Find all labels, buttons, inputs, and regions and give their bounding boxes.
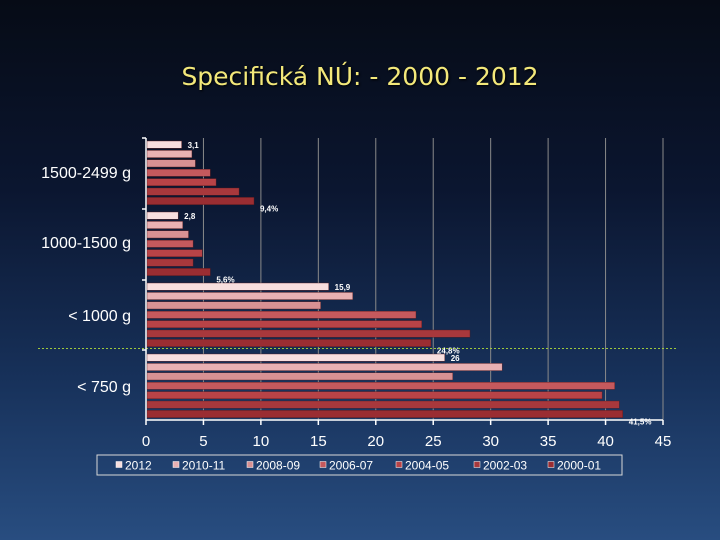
bar (146, 140, 182, 149)
x-tick-label: 0 (142, 433, 150, 450)
bar (146, 159, 196, 168)
legend-label: 2000-01 (557, 459, 601, 473)
slide-title: Specifická NÚ: - 2000 - 2012 (181, 62, 539, 91)
legend-swatch (172, 461, 180, 468)
bar (146, 382, 615, 390)
legend-swatch (115, 461, 123, 468)
bar (146, 221, 183, 229)
bar (146, 268, 211, 276)
bar (146, 197, 255, 205)
legend-label: 2002-03 (483, 459, 527, 473)
bar (146, 187, 240, 196)
data-label: 3,1 (188, 141, 200, 150)
x-tick-label: 30 (482, 433, 499, 450)
data-label: 9,4% (260, 205, 278, 214)
x-tick-label: 10 (253, 433, 270, 450)
bar (146, 353, 445, 362)
legend-label: 2012 (125, 459, 152, 473)
category-label: 1500-2499 g (41, 165, 131, 182)
category-label: < 750 g (77, 379, 131, 396)
x-tick-label: 25 (425, 433, 442, 450)
x-tick-label: 15 (310, 433, 327, 450)
bar (146, 400, 620, 409)
data-label: 26 (451, 354, 460, 363)
x-tick-label: 35 (540, 433, 557, 450)
data-label: 5,6% (216, 276, 234, 285)
data-label: 15,9 (335, 283, 351, 292)
bar (146, 292, 354, 300)
legend-box (96, 454, 623, 476)
legend-swatch (246, 461, 254, 468)
x-tick-label: 20 (367, 433, 384, 450)
bar (146, 372, 453, 381)
bar (146, 301, 321, 310)
bar (146, 258, 194, 267)
bar (146, 239, 194, 248)
legend-label: 2010-11 (182, 459, 225, 473)
legend-swatch (319, 461, 327, 468)
category-label: 1000-1500 g (41, 235, 131, 252)
bar (146, 391, 603, 400)
data-label: 2,8 (184, 212, 196, 221)
bar (146, 363, 503, 371)
bar (146, 311, 417, 319)
data-label: 41,5% (629, 418, 652, 427)
bar (146, 410, 623, 418)
bar (146, 230, 189, 239)
x-tick-label: 40 (597, 433, 614, 450)
x-tick-label: 5 (199, 433, 207, 450)
bar (146, 339, 432, 347)
bar (146, 168, 211, 177)
category-label: < 1000 g (68, 308, 131, 325)
bar (146, 150, 193, 158)
bar (146, 282, 329, 291)
legend-label: 2006-07 (329, 459, 373, 473)
x-tick-label: 45 (655, 433, 672, 450)
legend-swatch (547, 461, 555, 468)
bar (146, 249, 203, 258)
bar (146, 320, 422, 329)
legend-label: 2008-09 (256, 459, 300, 473)
bar (146, 211, 179, 220)
bar (146, 178, 217, 187)
bar (146, 329, 471, 338)
data-label: 24,8% (437, 347, 460, 356)
legend-swatch (395, 461, 403, 468)
legend-swatch (473, 461, 481, 468)
legend-label: 2004-05 (405, 459, 449, 473)
